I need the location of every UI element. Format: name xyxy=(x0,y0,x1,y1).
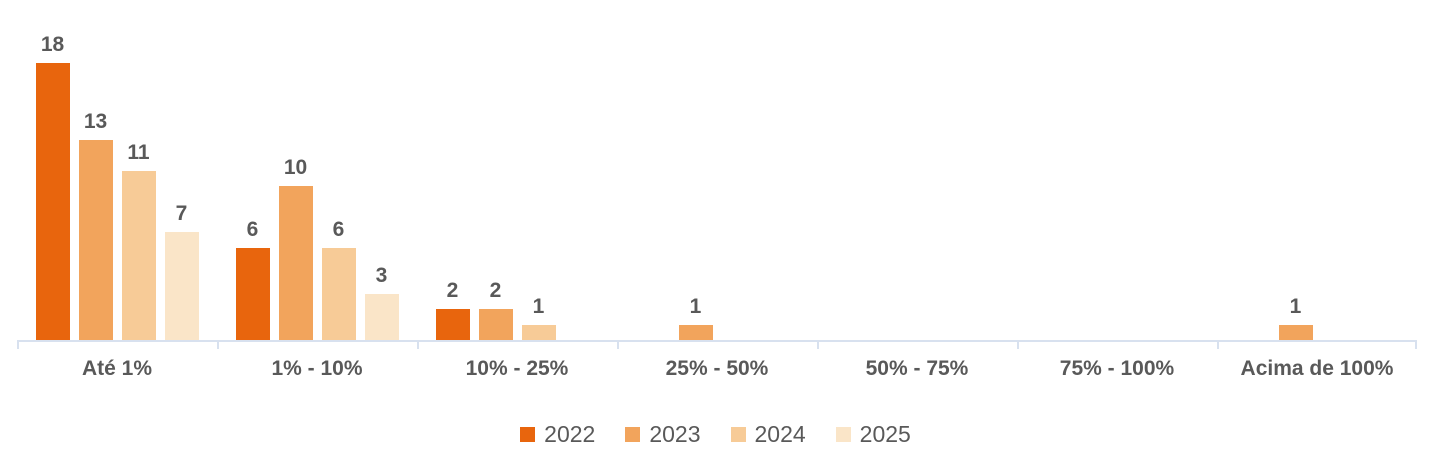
bar-slot-2023-1: 10 xyxy=(278,0,313,340)
x-axis-label-1: 1% - 10% xyxy=(271,357,363,380)
x-axis-label-0: Até 1% xyxy=(81,357,153,380)
bar-slot-2025-0: 7 xyxy=(164,0,199,340)
legend-item-2022: 2022 xyxy=(520,423,595,446)
x-axis-tick xyxy=(217,340,219,349)
bar-value-label: 3 xyxy=(375,263,388,287)
bar-slot-2025-6 xyxy=(1365,0,1399,340)
bar-2023-Até 1% xyxy=(78,139,113,340)
bar-slot-2025-3 xyxy=(765,0,799,340)
legend-swatch-icon xyxy=(730,427,746,442)
bar-value-label: 10 xyxy=(283,156,308,180)
bar-value-label: 13 xyxy=(83,109,108,133)
bar-2024-1% - 10% xyxy=(321,247,356,340)
bar-2022-10% - 25% xyxy=(435,309,470,340)
x-axis-label-6: Acima de 100% xyxy=(1240,357,1394,380)
x-axis-tick xyxy=(17,340,19,349)
legend-label: 2022 xyxy=(544,421,596,447)
bar-slot-2025-2 xyxy=(565,0,599,340)
x-axis-label-2: 10% - 25% xyxy=(465,357,569,380)
bar-slot-2023-3: 1 xyxy=(678,0,713,340)
bar-2024-10% - 25% xyxy=(521,324,556,340)
x-axis-tick xyxy=(1217,340,1219,349)
legend: 2022 2023 2024 2025 xyxy=(0,423,1431,446)
bar-value-label: 1 xyxy=(532,294,545,318)
bar-slot-2023-0: 13 xyxy=(78,0,113,340)
legend-swatch-icon xyxy=(625,427,641,442)
bar-2022-Até 1% xyxy=(35,63,70,340)
bar-group-3: 1 xyxy=(617,0,817,340)
bar-slot-2022-5 xyxy=(1036,0,1070,340)
bar-value-label: 11 xyxy=(127,140,150,164)
bar-2025-Até 1% xyxy=(164,232,199,340)
bar-slot-2023-4 xyxy=(879,0,913,340)
bar-value-label: 18 xyxy=(40,33,65,56)
bar-slot-2022-3 xyxy=(636,0,670,340)
x-axis-label-4: 50% - 75% xyxy=(865,357,969,380)
bar-group-5 xyxy=(1017,0,1217,340)
bar-2023-25% - 50% xyxy=(678,324,713,340)
bar-group-0: 18 13 11 7 xyxy=(17,0,217,340)
bar-slot-2025-4 xyxy=(965,0,999,340)
bar-2023-1% - 10% xyxy=(278,186,313,340)
bar-2022-1% - 10% xyxy=(235,247,270,340)
bar-slot-2024-4 xyxy=(922,0,956,340)
x-axis-tick xyxy=(817,340,819,349)
bar-2024-Até 1% xyxy=(121,170,156,340)
bar-slot-2022-4 xyxy=(836,0,870,340)
x-axis-tick xyxy=(417,340,419,349)
plot-area: 18 13 11 7 6 10 6 3 2 2 1 1 1 xyxy=(17,0,1417,340)
bar-slot-2024-3 xyxy=(722,0,756,340)
bar-slot-2022-0: 18 xyxy=(35,0,70,340)
legend-swatch-icon xyxy=(520,427,536,442)
legend-label: 2025 xyxy=(859,421,911,447)
x-axis-label-3: 25% - 50% xyxy=(665,357,769,380)
bar-slot-2024-2: 1 xyxy=(521,0,556,340)
bar-value-label: 2 xyxy=(446,279,459,303)
bar-group-1: 6 10 6 3 xyxy=(217,0,417,340)
legend-label: 2023 xyxy=(649,421,701,447)
bar-slot-2023-5 xyxy=(1079,0,1113,340)
legend-item-2025: 2025 xyxy=(835,421,911,447)
x-axis-tick xyxy=(1017,340,1019,349)
x-axis-label-5: 75% - 100% xyxy=(1059,357,1175,380)
legend-label: 2024 xyxy=(754,421,806,447)
bar-slot-2022-6 xyxy=(1236,0,1270,340)
bar-slot-2024-0: 11 xyxy=(121,0,156,340)
bar-value-label: 1 xyxy=(689,294,702,318)
bar-value-label: 6 xyxy=(332,217,345,241)
x-axis-tick xyxy=(1415,340,1417,349)
bar-slot-2022-1: 6 xyxy=(235,0,270,340)
x-axis-line xyxy=(17,340,1417,342)
bar-slot-2025-5 xyxy=(1165,0,1199,340)
bar-value-label: 6 xyxy=(246,217,259,241)
bar-group-4 xyxy=(817,0,1017,340)
bar-slot-2023-2: 2 xyxy=(478,0,513,340)
bar-slot-2024-6 xyxy=(1322,0,1356,340)
bar-2025-1% - 10% xyxy=(364,293,399,340)
bar-slot-2023-6: 1 xyxy=(1278,0,1313,340)
bar-slot-2024-5 xyxy=(1122,0,1156,340)
bar-value-label: 7 xyxy=(175,202,188,226)
bar-slot-2024-1: 6 xyxy=(321,0,356,340)
bar-2023-10% - 25% xyxy=(478,309,513,340)
bar-group-6: 1 xyxy=(1217,0,1417,340)
bar-group-2: 2 2 1 xyxy=(417,0,617,340)
bar-slot-2025-1: 3 xyxy=(364,0,399,340)
bar-2023-Acima de 100% xyxy=(1278,324,1313,340)
bar-slot-2022-2: 2 xyxy=(435,0,470,340)
x-axis-labels: Até 1% 1% - 10% 10% - 25% 25% - 50% 50% - 75… xyxy=(17,355,1417,382)
bar-value-label: 2 xyxy=(489,279,502,303)
x-axis-tick xyxy=(617,340,619,349)
bar-value-label: 1 xyxy=(1289,294,1302,318)
legend-item-2024: 2024 xyxy=(730,421,806,447)
legend-item-2023: 2023 xyxy=(625,421,701,447)
legend-swatch-icon xyxy=(835,427,851,442)
